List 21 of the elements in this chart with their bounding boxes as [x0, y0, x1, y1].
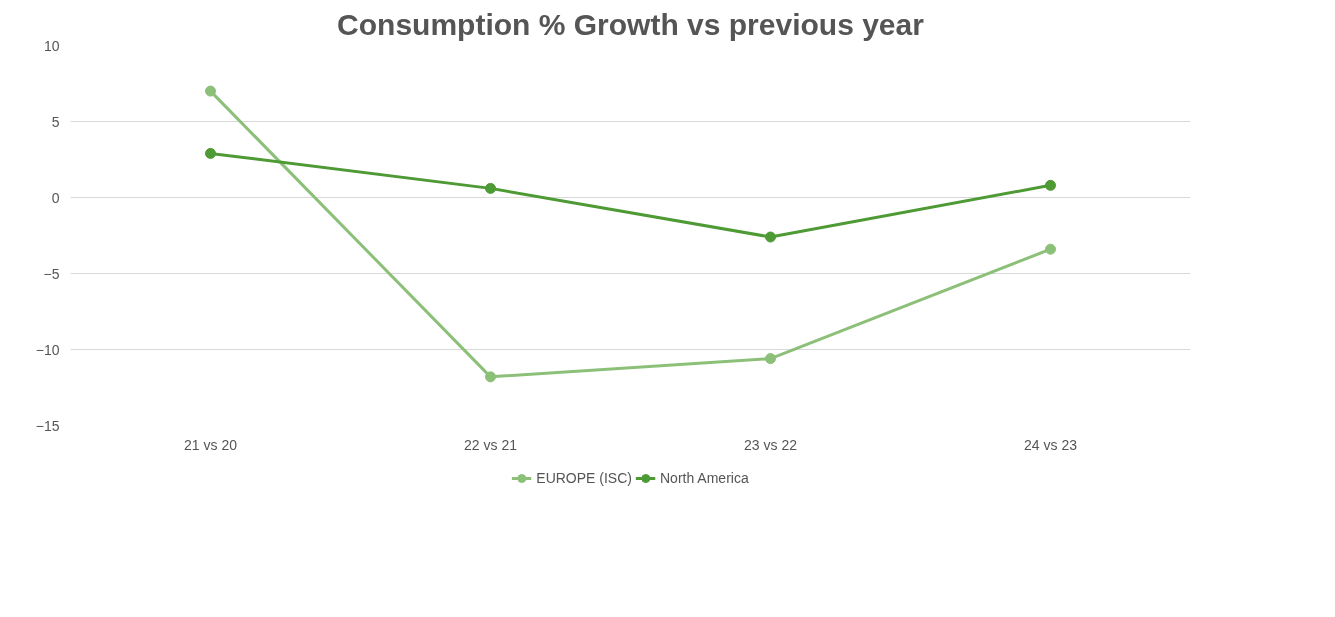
x-tick-label: 21 vs 20: [184, 436, 238, 453]
y-tick-label: −5: [43, 265, 60, 282]
x-tick-label: 23 vs 22: [744, 436, 798, 453]
chart-title: Consumption % Growth vs previous year: [337, 7, 925, 41]
y-tick-label: 5: [51, 113, 60, 130]
point: [485, 371, 496, 383]
point: [765, 231, 776, 243]
point: [205, 147, 216, 159]
y-tick-label: 0: [51, 189, 60, 206]
y-tick-label: −10: [35, 341, 60, 358]
legend-label: North America: [659, 469, 749, 486]
point: [765, 353, 776, 365]
point: [1045, 243, 1056, 255]
point: [1045, 179, 1056, 191]
point: [205, 85, 216, 97]
point: [485, 182, 496, 194]
x-tick-label: 22 vs 21: [464, 436, 518, 453]
legend-label: EUROPE (ISC): [536, 469, 632, 486]
x-tick-label: 24 vs 23: [1024, 436, 1078, 453]
y-tick-label: −15: [35, 417, 60, 434]
y-tick-label: 10: [43, 37, 60, 54]
